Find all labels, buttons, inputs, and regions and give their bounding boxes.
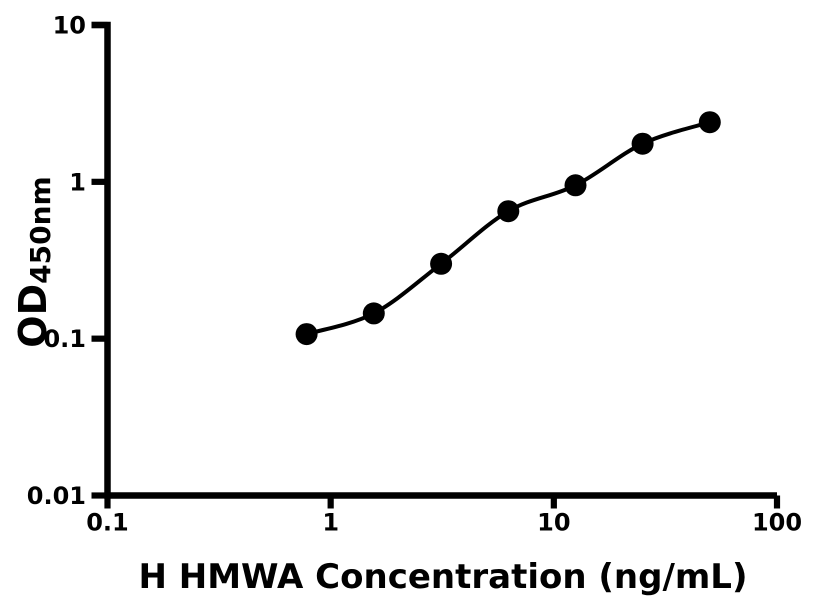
data-point-4 bbox=[497, 200, 520, 223]
y-tick-label-0.01: 0.01 bbox=[27, 482, 86, 510]
data-point-6 bbox=[631, 132, 654, 155]
data-point-1 bbox=[295, 323, 318, 346]
y-axis-title-main: OD bbox=[11, 284, 55, 348]
y-axis-title: OD450nm bbox=[11, 176, 57, 347]
data-point-7 bbox=[698, 111, 721, 134]
data-point-2 bbox=[362, 302, 385, 325]
x-axis-title: H HMWA Concentration (ng/mL) bbox=[138, 557, 747, 597]
y-tick-label-0.1: 0.1 bbox=[43, 325, 86, 353]
data-point-5 bbox=[564, 174, 587, 197]
x-tick-label-100: 100 bbox=[752, 509, 802, 537]
y-axis-title-subscript: 450nm bbox=[24, 176, 57, 284]
data-point-3 bbox=[430, 252, 453, 275]
y-tick-label-10: 10 bbox=[53, 12, 86, 40]
x-tick-label-0.1: 0.1 bbox=[86, 509, 129, 537]
x-tick-label-1: 1 bbox=[322, 509, 339, 537]
y-tick-label-1: 1 bbox=[69, 168, 86, 196]
fit-curve bbox=[304, 120, 712, 337]
x-tick-label-10: 10 bbox=[537, 509, 570, 537]
